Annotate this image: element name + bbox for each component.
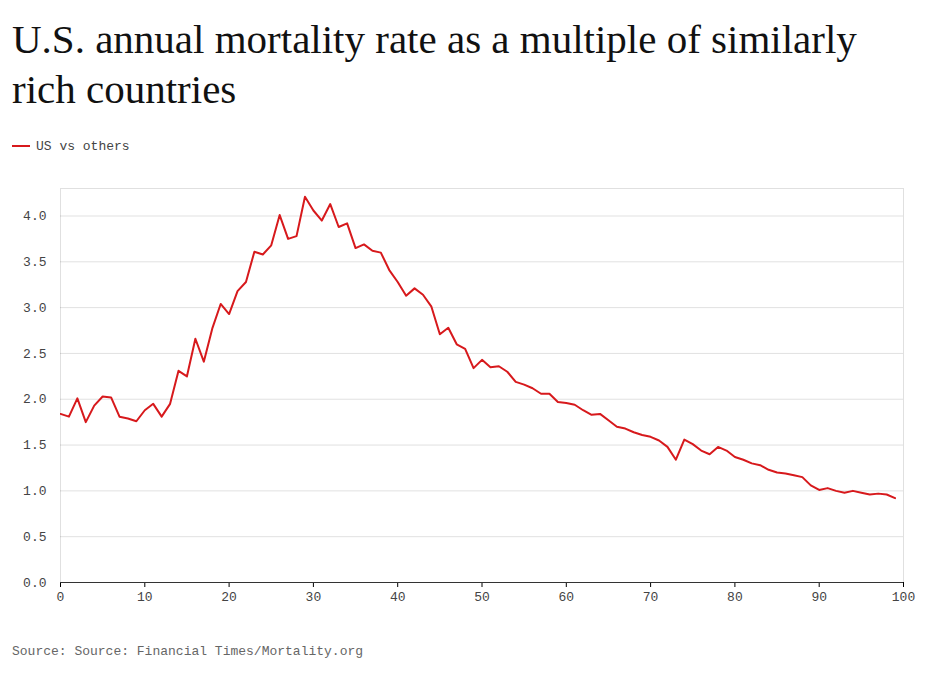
svg-text:80: 80 bbox=[727, 590, 743, 605]
svg-text:1.0: 1.0 bbox=[23, 484, 46, 499]
svg-text:3.5: 3.5 bbox=[23, 255, 46, 270]
svg-text:0.5: 0.5 bbox=[23, 530, 46, 545]
html-text:Source: Source: Financial Time: Source: Source: Financial Times/Mortalit… bbox=[12, 644, 364, 659]
svg-text:2.0: 2.0 bbox=[23, 392, 46, 407]
html-text:U.S. annual mortality rate as: U.S. annual mortality rate as a multiple… bbox=[12, 16, 857, 112]
svg-text:50: 50 bbox=[474, 590, 490, 605]
svg-text:3.0: 3.0 bbox=[23, 301, 46, 316]
svg-text:30: 30 bbox=[306, 590, 322, 605]
svg-text:60: 60 bbox=[558, 590, 574, 605]
svg-text:100: 100 bbox=[892, 590, 915, 605]
svg-text:4.0: 4.0 bbox=[23, 209, 46, 224]
svg-text:0.0: 0.0 bbox=[23, 576, 46, 591]
svg-text:40: 40 bbox=[390, 590, 406, 605]
svg-text:10: 10 bbox=[137, 590, 153, 605]
svg-text:70: 70 bbox=[643, 590, 659, 605]
svg-text:0: 0 bbox=[57, 590, 65, 605]
svg-text:90: 90 bbox=[811, 590, 827, 605]
svg-text:1.5: 1.5 bbox=[23, 438, 46, 453]
svg-text:2.5: 2.5 bbox=[23, 347, 46, 362]
html-text:US vs others: US vs others bbox=[36, 138, 130, 154]
svg-text:20: 20 bbox=[221, 590, 237, 605]
